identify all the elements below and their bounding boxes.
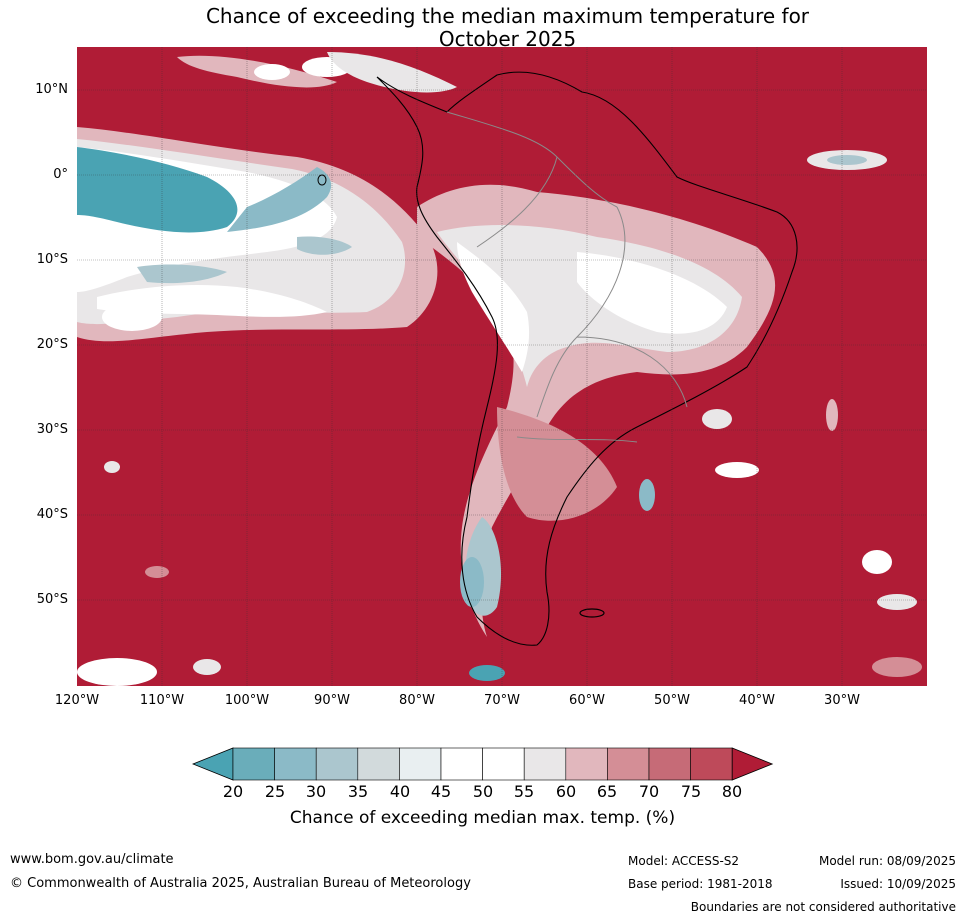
colorbar-cell — [482, 747, 525, 781]
lon-label-100w: 100°W — [224, 693, 270, 708]
lat-label-10s: 10°S — [36, 252, 68, 267]
lon-label-30w: 30°W — [824, 693, 860, 708]
colorbar-cell — [648, 747, 691, 781]
chart-title-line-1: Chance of exceeding the median maximum t… — [205, 4, 810, 28]
colorbar-tick: 65 — [596, 782, 618, 801]
colorbar-cell — [232, 747, 275, 781]
graticule — [77, 47, 927, 686]
colorbar-tick: 80 — [721, 782, 743, 801]
falkland-islands — [579, 608, 605, 618]
colorbar-under-arrow — [192, 747, 234, 781]
colorbar-tick: 55 — [513, 782, 535, 801]
chart-title-line-2: October 2025 — [438, 27, 577, 51]
map-background — [77, 47, 927, 686]
colorbar-cell — [440, 747, 483, 781]
footer-base-period: Base period: 1981-2018 — [628, 877, 773, 891]
footer-disclaimer: Boundaries are not considered authoritat… — [690, 900, 956, 914]
colorbar-cell — [523, 747, 567, 781]
ocean-anomaly-patches — [77, 150, 922, 686]
colorbar-tick: 70 — [638, 782, 660, 801]
lon-label-80w: 80°W — [399, 693, 435, 708]
footer-copyright: © Commonwealth of Australia 2025, Austra… — [10, 876, 471, 891]
north-anomaly-patches — [177, 52, 457, 93]
colorbar-cell — [274, 747, 317, 781]
colorbar-tick: 75 — [680, 782, 702, 801]
colorbar — [192, 747, 774, 781]
lon-label-40w: 40°W — [739, 693, 775, 708]
lon-label-70w: 70°W — [484, 693, 520, 708]
colorbar-cell — [565, 747, 608, 781]
lon-label-110w: 110°W — [139, 693, 185, 708]
probability-map — [77, 47, 927, 686]
country-borders — [446, 111, 688, 443]
lon-label-120w: 120°W — [54, 693, 100, 708]
colorbar-cell — [399, 747, 442, 781]
lat-label-30s: 30°S — [36, 422, 68, 437]
footer-url: www.bom.gov.au/climate — [10, 852, 174, 867]
coastline — [376, 71, 798, 646]
colorbar-cell — [690, 747, 733, 781]
lat-label-40s: 40°S — [36, 507, 68, 522]
colorbar-cell — [607, 747, 650, 781]
footer-model: Model: ACCESS-S2 — [628, 854, 740, 868]
colorbar-cell — [357, 747, 400, 781]
colorbar-tick: 40 — [389, 782, 411, 801]
colorbar-tick: 60 — [555, 782, 577, 801]
colorbar-tick: 50 — [472, 782, 494, 801]
colorbar-tick: 30 — [305, 782, 327, 801]
lat-label-10n: 10°N — [35, 82, 68, 97]
colorbar-tick: 25 — [264, 782, 286, 801]
galapagos-islands — [317, 174, 327, 186]
colorbar-cell — [315, 747, 359, 781]
lat-label-0: 0° — [53, 167, 68, 182]
lon-label-60w: 60°W — [569, 693, 605, 708]
lon-label-50w: 50°W — [654, 693, 690, 708]
colorbar-label: Chance of exceeding median max. temp. (%… — [289, 808, 676, 828]
south-america-anomaly — [417, 184, 776, 637]
lat-label-20s: 20°S — [36, 337, 68, 352]
lon-label-90w: 90°W — [314, 693, 350, 708]
lat-label-50s: 50°S — [36, 592, 68, 607]
colorbar-tick: 20 — [222, 782, 244, 801]
colorbar-over-arrow — [731, 747, 774, 781]
colorbar-tick: 35 — [347, 782, 369, 801]
footer-model-run: Model run: 08/09/2025 — [818, 854, 956, 868]
footer-issued: Issued: 10/09/2025 — [840, 877, 956, 891]
colorbar-tick: 45 — [430, 782, 452, 801]
